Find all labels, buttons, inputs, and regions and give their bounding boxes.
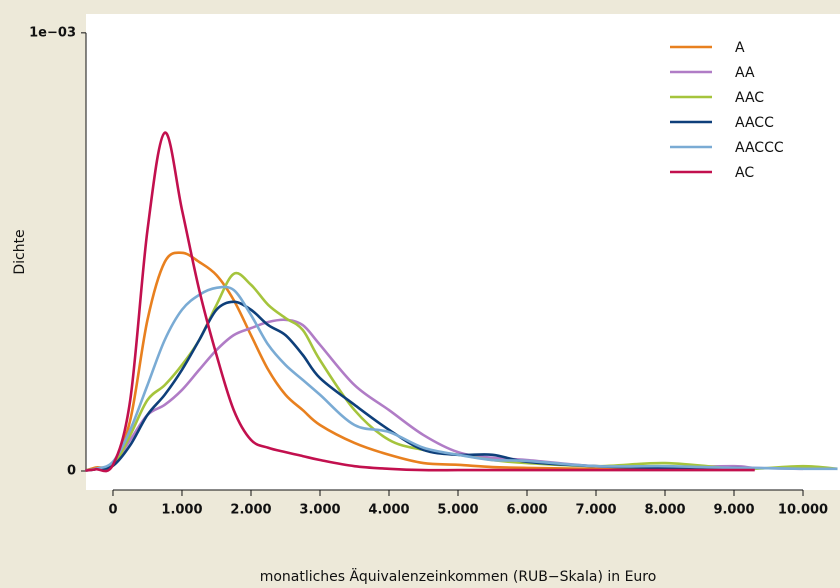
legend-label: AACCC (735, 140, 784, 156)
x-tick-label: 10.000 (778, 503, 828, 518)
series-line (85, 285, 838, 472)
legend-label: A (735, 40, 745, 56)
series-line (85, 271, 838, 472)
y-tick-label: 1e−03 (29, 25, 76, 40)
x-tick-label: 2.000 (230, 503, 271, 518)
x-tick-label: 1.000 (161, 503, 202, 518)
x-tick-label: 8.000 (644, 503, 685, 518)
x-tick-label: 6.000 (506, 503, 547, 518)
legend-label: AA (735, 65, 755, 81)
y-tick-label: 0 (67, 463, 76, 478)
plot-area (86, 14, 840, 490)
legend-label: AC (735, 165, 754, 181)
x-axis-label: monatliches Äquivalenzeinkommen (RUB−Ska… (260, 567, 657, 585)
x-tick-label: 4.000 (368, 503, 409, 518)
x-tick-label: 3.000 (299, 503, 340, 518)
x-tick-label: 9.000 (713, 503, 754, 518)
x-tick-label: 5.000 (437, 503, 478, 518)
y-axis-label: Dichte (12, 229, 28, 274)
legend-label: AAC (735, 90, 764, 106)
x-tick-label: 0 (108, 503, 117, 518)
x-tick-label: 7.000 (575, 503, 616, 518)
legend-label: AACC (735, 115, 774, 131)
series-line (85, 131, 755, 473)
series-line (85, 251, 755, 472)
